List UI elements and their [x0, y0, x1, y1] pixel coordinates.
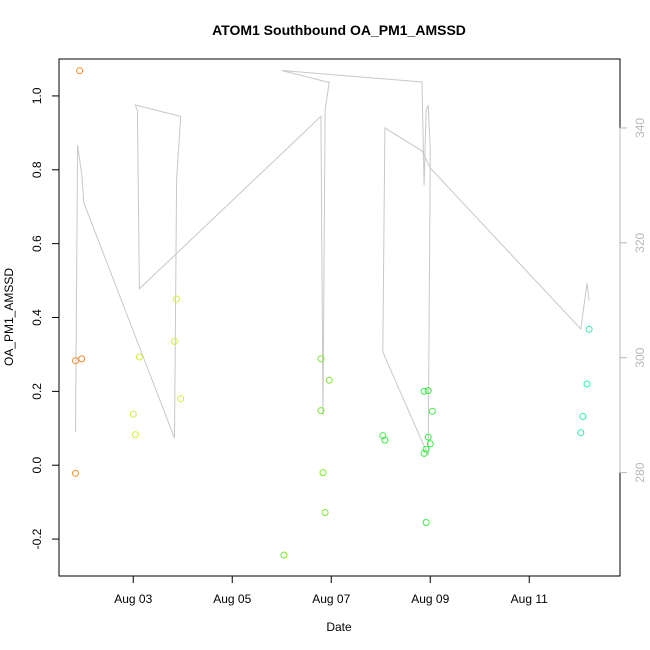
- data-point: [321, 509, 329, 516]
- data-point: [72, 357, 79, 365]
- data-point: [585, 325, 593, 333]
- y-tick-label: 0.8: [30, 161, 44, 178]
- y2-tick-label: 320: [633, 232, 647, 252]
- data-point: [173, 295, 181, 303]
- data-point: [317, 355, 325, 363]
- plot-area: [58, 58, 621, 577]
- data-point: [381, 436, 389, 444]
- right-axis-line: [75, 70, 590, 456]
- data-point: [422, 519, 430, 526]
- data-point: [317, 407, 325, 415]
- y2-tick-label: 340: [633, 118, 647, 138]
- x-tick-label: Aug 09: [411, 592, 449, 606]
- data-point: [78, 355, 86, 363]
- y2-axis: 280 300 320 340: [619, 118, 647, 483]
- data-point: [135, 353, 143, 361]
- data-point: [177, 395, 185, 403]
- y-axis-label: OA_PM1_AMSSD: [2, 268, 16, 366]
- data-point: [428, 407, 436, 415]
- data-point: [280, 551, 288, 559]
- data-point: [76, 67, 84, 75]
- x-tick-label: Aug 07: [312, 592, 350, 606]
- data-point: [577, 429, 585, 437]
- data-point: [422, 445, 430, 453]
- chart-title: ATOM1 Southbound OA_PM1_AMSSD: [212, 22, 466, 38]
- y-tick-label: -0.2: [30, 528, 44, 549]
- x-tick-label: Aug 03: [114, 592, 152, 606]
- data-point: [131, 431, 139, 439]
- line-series-group: [75, 70, 590, 456]
- data-point: [319, 469, 327, 477]
- data-point: [420, 387, 428, 395]
- y-axis: -0.2 0.0 0.2 0.4 0.6 0.8 1.0: [30, 87, 60, 549]
- data-point: [325, 376, 333, 384]
- x-axis-label: Date: [326, 620, 352, 634]
- data-point: [426, 440, 434, 448]
- y-tick-label: 0.6: [30, 235, 44, 252]
- data-point: [171, 338, 178, 345]
- y-tick-label: 0.4: [30, 309, 44, 326]
- x-tick-label: Aug 05: [213, 592, 251, 606]
- data-point: [424, 433, 432, 441]
- data-point: [379, 432, 387, 440]
- y-tick-label: 0.2: [30, 383, 44, 400]
- data-point: [424, 387, 432, 395]
- y-tick-label: 0.0: [30, 457, 44, 474]
- data-point: [583, 380, 591, 388]
- y2-tick-label: 280: [633, 462, 647, 482]
- y2-tick-label: 300: [633, 347, 647, 367]
- data-point: [129, 410, 137, 418]
- x-tick-label: Aug 11: [511, 592, 548, 606]
- data-point: [72, 469, 79, 477]
- y-tick-label: 1.0: [30, 87, 44, 104]
- points-group: [72, 67, 593, 559]
- data-point: [579, 413, 587, 420]
- data-point: [420, 449, 428, 457]
- x-axis: Aug 03 Aug 05 Aug 07 Aug 09 Aug 11: [114, 575, 548, 606]
